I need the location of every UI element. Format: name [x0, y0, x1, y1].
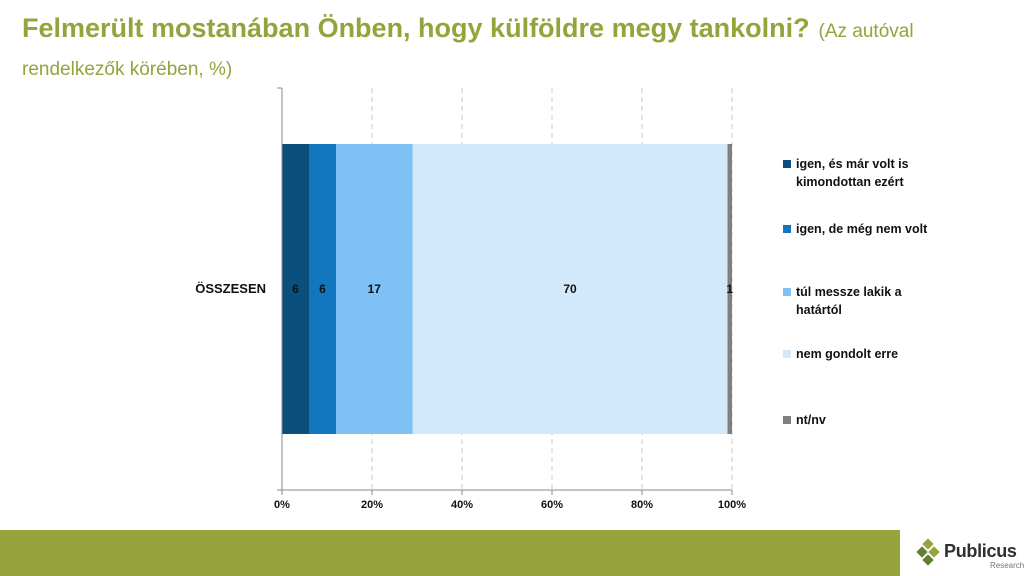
legend-label-5: nt/nv: [796, 413, 826, 427]
bar-segment-3: [336, 144, 413, 434]
bar-value-label: 6: [319, 282, 326, 296]
logo-diamond-icon: [916, 538, 940, 566]
bar-value-label: 70: [563, 282, 577, 296]
x-tick-label: 20%: [361, 499, 383, 511]
legend-label-3: túl messze lakik a határtól: [796, 285, 903, 317]
axes: 0% 20% 40% 60% 80% 100% ÖSSZESEN: [195, 87, 746, 511]
bar-value-label: 17: [368, 282, 382, 296]
legend-label-4: nem gondolt erre: [796, 347, 898, 361]
legend-swatch-4: [783, 350, 791, 358]
bars: 6 6 17 70 1: [282, 144, 733, 434]
bar-value-label: 1: [726, 282, 733, 296]
footer-bar: [0, 530, 900, 576]
category-label: ÖSSZESEN: [195, 281, 266, 296]
legend-label-1: igen, és már volt is kimondottan ezért: [796, 157, 909, 189]
chart-title: Felmerült mostanában Önben, hogy külföld…: [22, 10, 1012, 86]
x-tick-label: 60%: [541, 499, 563, 511]
title-main: Felmerült mostanában Önben, hogy külföld…: [22, 13, 810, 43]
stacked-bar-chart: 6 6 17 70 1 0% 20% 40% 60% 80% 100% ÖSSZESEN igen,…: [195, 87, 928, 511]
legend-swatch-3: [783, 288, 791, 296]
legend-swatch-2: [783, 225, 791, 233]
bar-segment-5: [727, 144, 732, 434]
legend-swatch-1: [783, 160, 791, 168]
legend: igen, és már volt is kimondottan ezért ige…: [783, 157, 928, 427]
bar-segment-1: [282, 144, 309, 434]
x-tick-label: 80%: [631, 499, 653, 511]
logo-subtext: Research: [990, 561, 1024, 570]
x-tick-label: 0%: [274, 499, 290, 511]
legend-label-2: igen, de még nem volt: [796, 222, 928, 236]
logo-text: Publicus: [944, 541, 1017, 561]
x-tick-label: 100%: [718, 499, 746, 511]
bar-segment-4: [412, 144, 728, 434]
bar-value-label: 6: [292, 282, 299, 296]
title-subtitle: (Az autóval rendelkezők körében, %): [22, 21, 914, 80]
x-tick-label: 40%: [451, 499, 473, 511]
publicus-logo: Publicus Research: [914, 534, 1024, 576]
bar-segment-2: [309, 144, 336, 434]
legend-swatch-5: [783, 416, 791, 424]
